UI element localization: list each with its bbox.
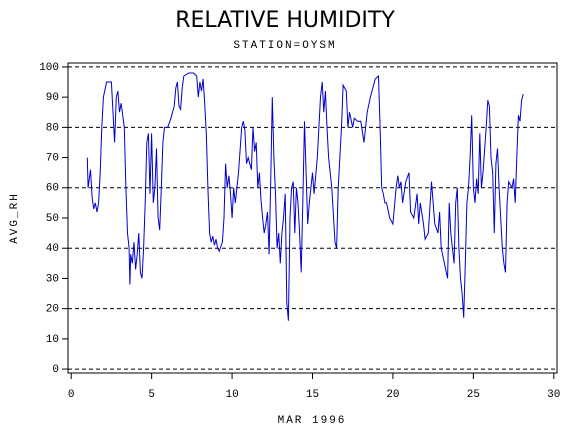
data-line (86, 72, 524, 321)
x-tick-label: 10 (225, 389, 238, 401)
y-tick-label: 100 (39, 62, 59, 74)
y-tick-label: 90 (46, 92, 59, 104)
x-tick-label: 5 (148, 389, 155, 401)
y-tick-label: 10 (46, 334, 59, 346)
x-tick-label: 0 (68, 389, 75, 401)
y-tick-label: 80 (46, 122, 59, 134)
x-tick-label: 15 (306, 389, 319, 401)
chart-subtitle: STATION=OYSM (233, 40, 336, 52)
x-tick-label: 20 (386, 389, 399, 401)
y-tick-label: 50 (46, 213, 59, 225)
chart-title: RELATIVE HUMIDITY (175, 8, 395, 33)
plot-frame (67, 62, 558, 374)
x-tick-label: 30 (547, 389, 560, 401)
x-axis-label: MAR 1996 (278, 415, 347, 427)
y-tick-label: 40 (46, 243, 59, 255)
y-tick-label: 30 (46, 273, 59, 285)
x-tick-label: 25 (467, 389, 480, 401)
y-tick-label: 60 (46, 183, 59, 195)
y-axis-label: AVG_RH (9, 192, 21, 244)
y-tick-label: 0 (52, 364, 59, 376)
y-tick-label: 20 (46, 304, 59, 316)
y-tick-label: 70 (46, 152, 59, 164)
